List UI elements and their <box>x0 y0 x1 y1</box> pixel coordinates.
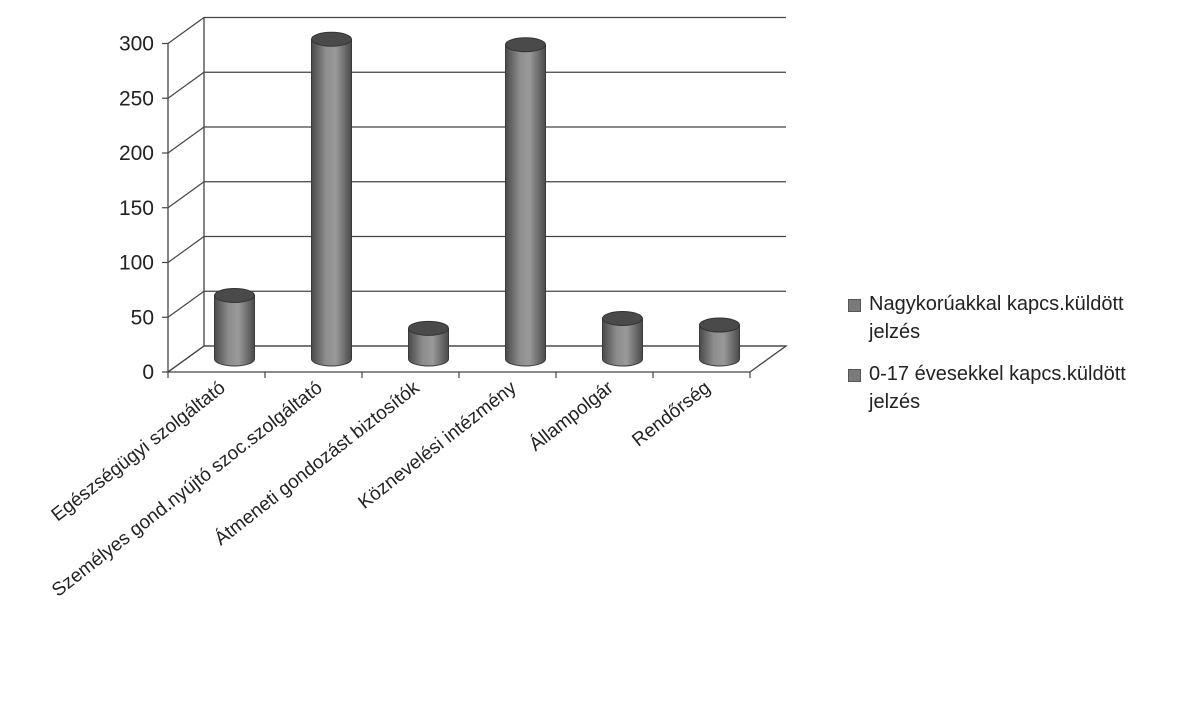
x-category-label: Köznevelési intézmény <box>355 377 521 513</box>
bar-body <box>408 327 449 367</box>
legend-swatch <box>848 299 861 312</box>
bar <box>311 31 352 367</box>
x-category-label: Rendőrség <box>628 377 714 451</box>
bar-body <box>602 317 643 367</box>
bar-top <box>505 37 546 53</box>
y-tick-label: 250 <box>119 87 154 110</box>
gridline <box>167 290 786 318</box>
legend-item-adults: Nagykorúakkal kapcs.küldött jelzés <box>848 290 1168 346</box>
gridlines <box>167 16 786 373</box>
x-category-label: Állampolgár <box>526 377 619 456</box>
bar-top <box>408 320 449 336</box>
y-tick-label: 200 <box>119 142 154 165</box>
gridline <box>167 235 786 263</box>
legend-item-minors: 0-17 évesekkel kapcs.küldött jelzés <box>848 360 1168 416</box>
bar-body <box>505 44 546 367</box>
bar <box>699 317 740 367</box>
bars <box>214 31 740 367</box>
x-category-label: Egészségügyi szolgáltató <box>48 377 230 526</box>
legend-label: 0-17 évesekkel kapcs.küldött jelzés <box>869 363 1126 413</box>
gridline <box>167 126 786 154</box>
bar-body <box>311 38 352 367</box>
y-tick-label: 150 <box>119 197 154 220</box>
bar-top <box>699 317 740 333</box>
bar-top <box>311 31 352 47</box>
chart-floor <box>165 345 789 373</box>
y-tick-label: 0 <box>142 361 154 384</box>
bar <box>408 320 449 367</box>
gridline <box>167 16 786 44</box>
bar-body <box>699 324 740 367</box>
gridline <box>167 345 786 373</box>
bar <box>505 37 546 367</box>
y-tick-label: 100 <box>119 252 154 275</box>
legend-label: Nagykorúakkal kapcs.küldött jelzés <box>869 293 1124 343</box>
y-tick-label: 50 <box>131 306 154 329</box>
bar <box>602 310 643 367</box>
bar <box>214 287 255 367</box>
legend: Nagykorúakkal kapcs.küldött jelzés 0-17 … <box>848 290 1168 430</box>
chart-walls <box>165 17 789 373</box>
y-tick-label: 300 <box>119 33 154 56</box>
bar-body <box>214 294 255 367</box>
bar-top <box>214 287 255 303</box>
x-category-label: Átmeneti gondozást biztosítók <box>211 377 424 550</box>
gridline <box>167 71 786 99</box>
bar-top <box>602 310 643 326</box>
legend-swatch <box>848 369 861 382</box>
y-axis-ticks: 0 50 100 150 200 250 300 <box>119 33 168 384</box>
gridline <box>167 181 786 209</box>
